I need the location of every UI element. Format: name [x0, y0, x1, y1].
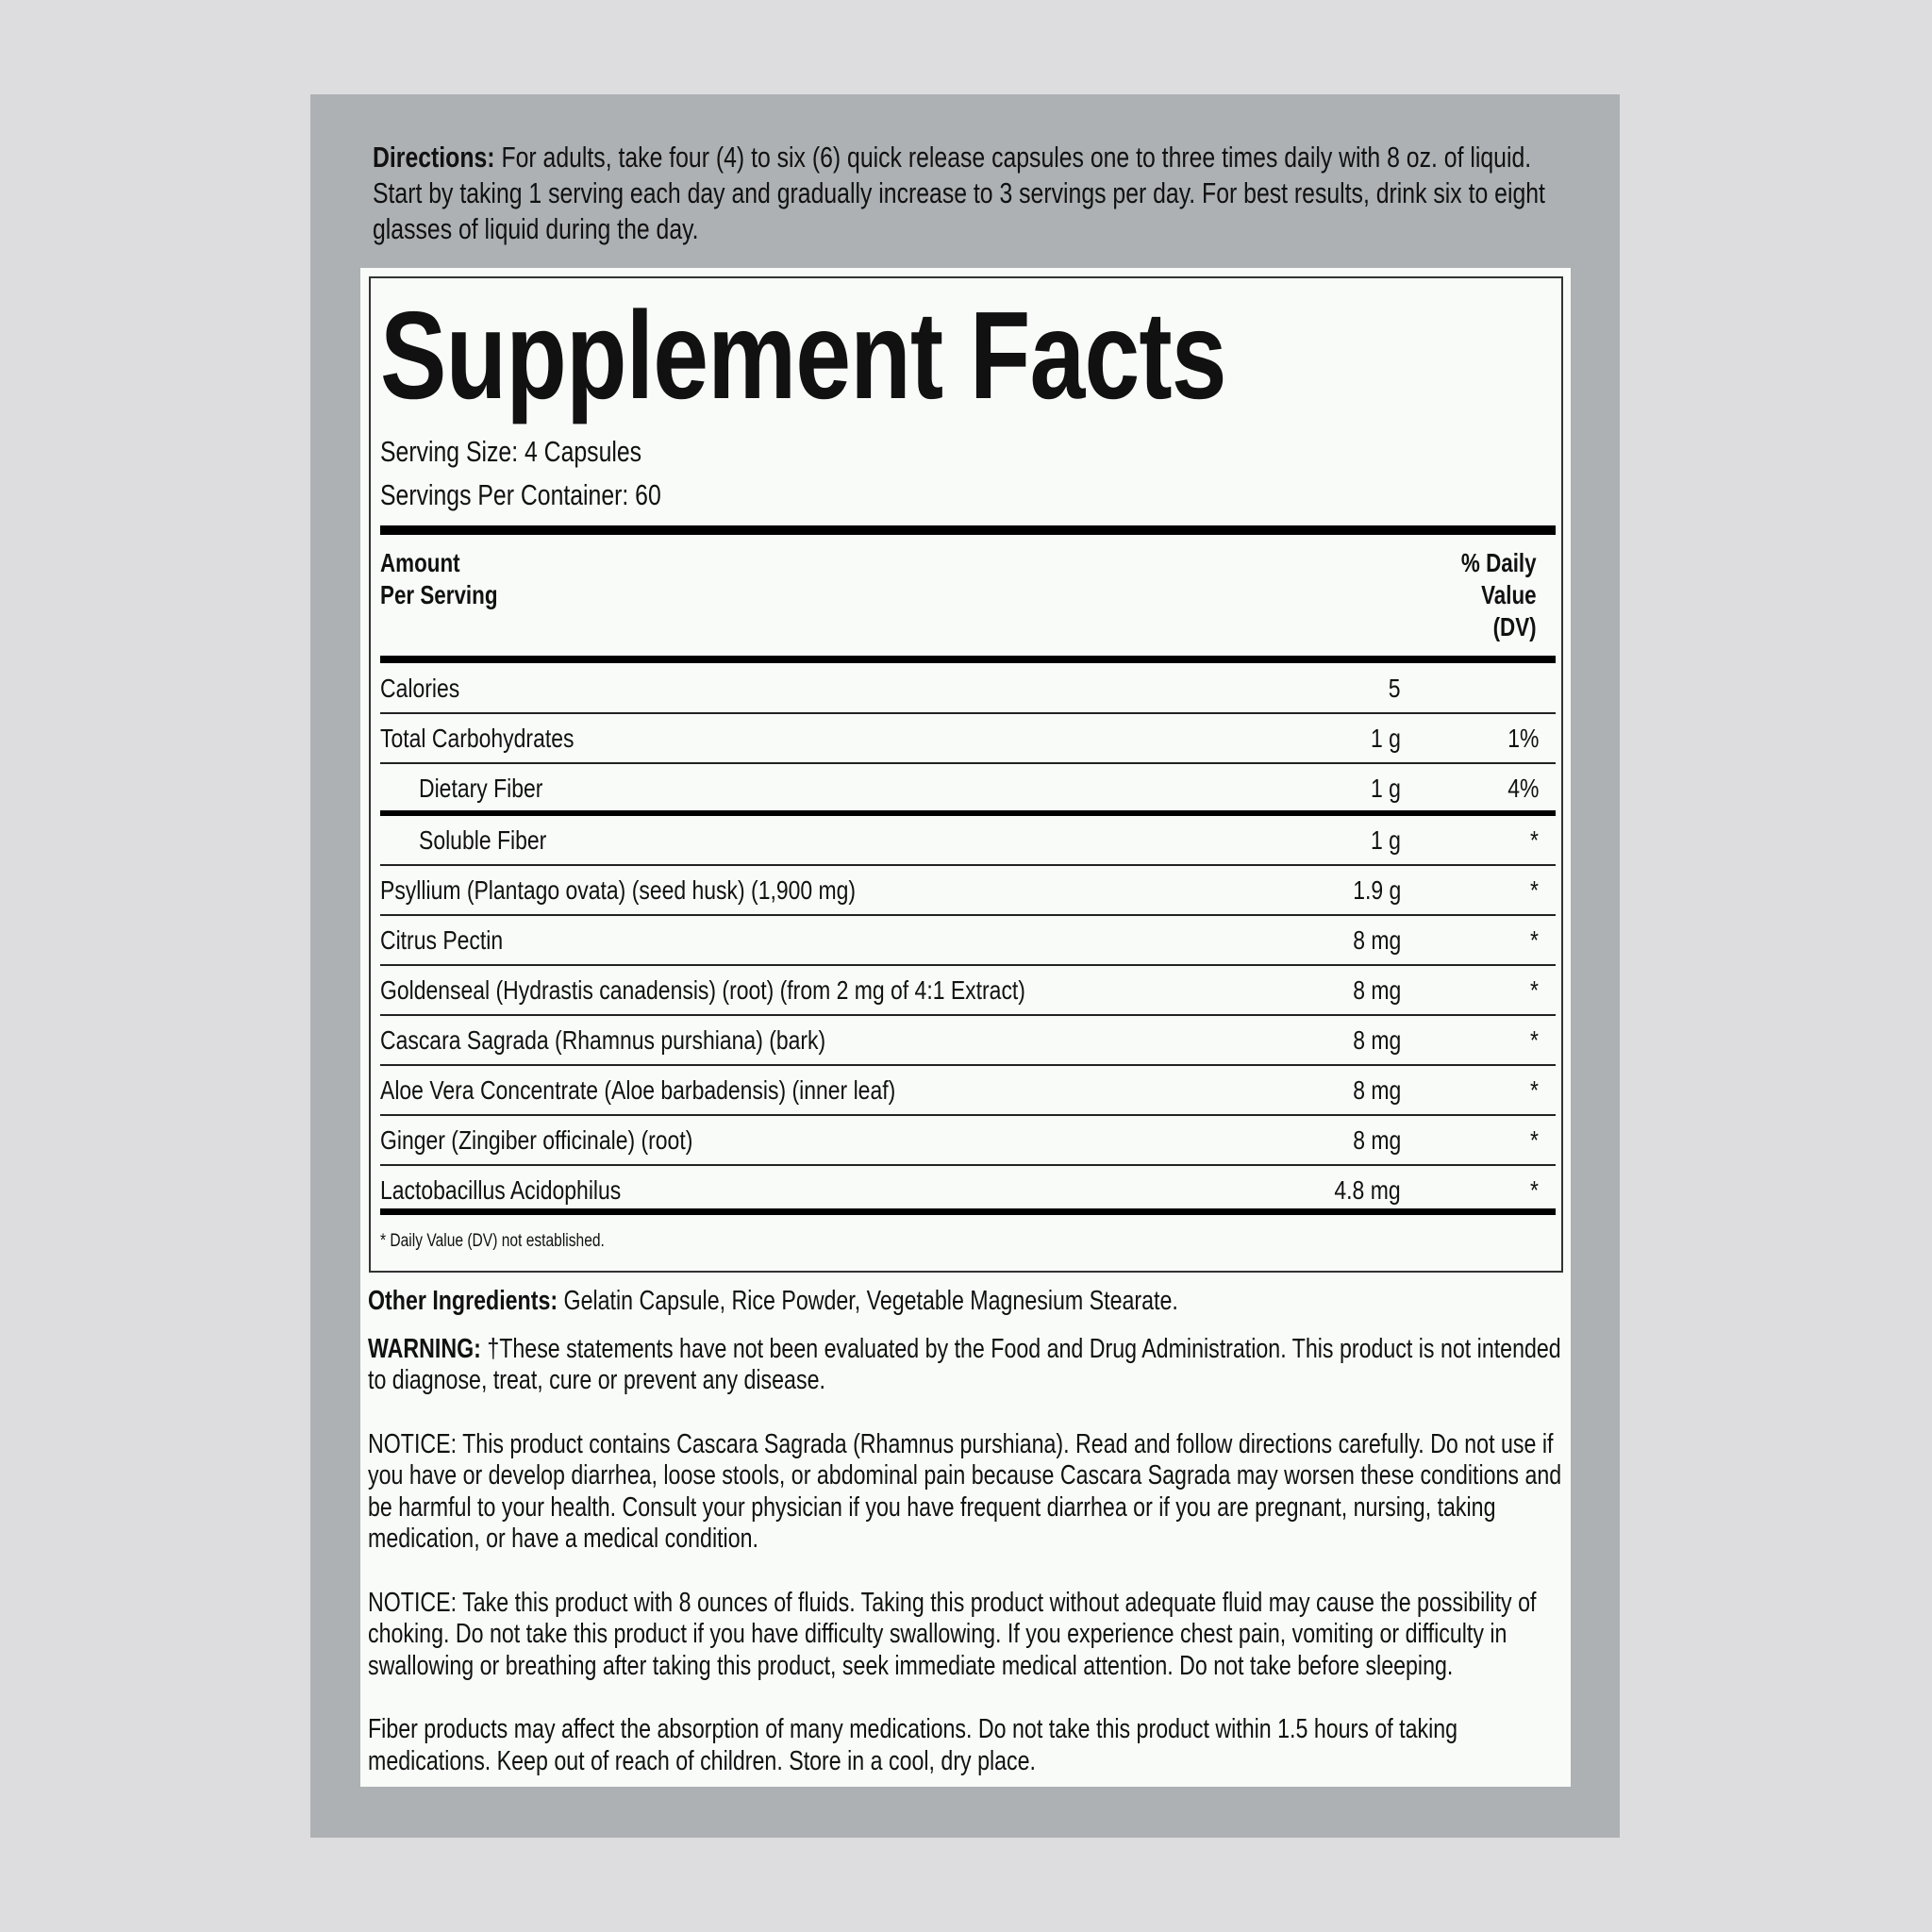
nutrient-name: Dietary Fiber: [419, 774, 543, 803]
nutrient-name: Soluble Fiber: [419, 825, 547, 855]
nutrient-row: Ginger (Zingiber officinale) (root) 8 mg *: [380, 1116, 1556, 1166]
warning-label: WARNING:: [368, 1333, 481, 1364]
nutrient-row: Psyllium (Plantago ovata) (seed husk) (1…: [380, 866, 1556, 916]
nutrient-amount: 8 mg: [1352, 925, 1401, 955]
nutrient-row: Soluble Fiber 1 g *: [380, 816, 1556, 866]
other-ingredients-label: Other Ingredients:: [368, 1286, 558, 1316]
nutrient-amount: 8 mg: [1352, 1125, 1401, 1155]
nutrient-row: Lactobacillus Acidophilus 4.8 mg *: [380, 1166, 1556, 1214]
footnote: * Daily Value (DV) not established.: [380, 1231, 605, 1251]
nutrient-amount: 1 g: [1371, 774, 1401, 803]
header-amount: Amount: [380, 548, 460, 577]
label-white-area: [360, 268, 1571, 1787]
nutrient-rows: Calories 5 Total Carbohydrates 1 g 1% Dietary…: [380, 664, 1556, 1214]
servings-per-container: Servings Per Container: 60: [380, 478, 661, 511]
nutrient-name: Citrus Pectin: [380, 925, 504, 955]
nutrient-name: Total Carbohydrates: [380, 724, 575, 753]
divider-thick: [380, 525, 1556, 535]
nutrient-name: Calories: [380, 674, 460, 703]
directions-text: For adults, take four (4) to six (6) qui…: [373, 141, 1545, 245]
nutrient-amount: 1 g: [1371, 825, 1401, 855]
nutrient-row: Calories 5: [380, 664, 1556, 714]
directions: Directions: For adults, take four (4) to…: [373, 140, 1550, 247]
nutrient-amount: 8 mg: [1352, 1075, 1401, 1105]
header-per-serving: Per Serving: [380, 580, 498, 609]
nutrient-row: Aloe Vera Concentrate (Aloe barbadensis)…: [380, 1066, 1556, 1116]
amount-per-serving-header: Amount Per Serving: [380, 547, 498, 611]
divider-thick: [380, 1208, 1556, 1215]
nutrient-amount: 4.8 mg: [1334, 1175, 1401, 1205]
nutrient-name: Goldenseal (Hydrastis canadensis) (root)…: [380, 975, 1025, 1005]
other-ingredients-text: Gelatin Capsule, Rice Powder, Vegetable …: [563, 1286, 1178, 1316]
nutrient-row: Cascara Sagrada (Rhamnus purshiana) (bar…: [380, 1016, 1556, 1066]
nutrient-daily-value: *: [1530, 1175, 1539, 1205]
nutrient-row: Dietary Fiber 1 g 4%: [380, 764, 1556, 816]
header-value: Value: [1481, 580, 1537, 609]
nutrient-row: Goldenseal (Hydrastis canadensis) (root)…: [380, 966, 1556, 1016]
header-daily: % Daily: [1461, 548, 1537, 577]
nutrient-daily-value: *: [1530, 1125, 1539, 1155]
nutrient-daily-value: *: [1530, 1075, 1539, 1105]
nutrient-row: Total Carbohydrates 1 g 1%: [380, 714, 1556, 764]
warning: WARNING: †These statements have not been…: [368, 1334, 1568, 1397]
nutrient-daily-value: *: [1530, 975, 1539, 1005]
nutrient-amount: 5: [1389, 674, 1401, 703]
nutrient-row: Citrus Pectin 8 mg *: [380, 916, 1556, 966]
other-ingredients: Other Ingredients: Gelatin Capsule, Rice…: [368, 1286, 1568, 1318]
nutrient-name: Cascara Sagrada (Rhamnus purshiana) (bar…: [380, 1025, 826, 1055]
nutrient-name: Lactobacillus Acidophilus: [380, 1175, 622, 1205]
nutrient-amount: 1 g: [1371, 724, 1401, 753]
header-dv: (DV): [1492, 612, 1537, 641]
nutrient-daily-value: 1%: [1507, 724, 1539, 753]
warning-text: †These statements have not been evaluate…: [368, 1333, 1561, 1396]
facts-title: Supplement Facts: [380, 286, 1227, 425]
nutrient-name: Psyllium (Plantago ovata) (seed husk) (1…: [380, 875, 857, 905]
nutrient-daily-value: 4%: [1507, 774, 1539, 803]
nutrient-amount: 1.9 g: [1352, 875, 1401, 905]
nutrient-daily-value: *: [1530, 1025, 1539, 1055]
nutrient-daily-value: *: [1530, 825, 1539, 855]
daily-value-header: % Daily Value (DV): [1461, 547, 1537, 643]
nutrient-daily-value: *: [1530, 925, 1539, 955]
nutrient-amount: 8 mg: [1352, 975, 1401, 1005]
fiber-note: Fiber products may affect the absorption…: [368, 1714, 1458, 1776]
nutrient-amount: 8 mg: [1352, 1025, 1401, 1055]
nutrient-name: Aloe Vera Concentrate (Aloe barbadensis)…: [380, 1075, 896, 1105]
divider-thick: [380, 656, 1556, 663]
notice-cascara: NOTICE: This product contains Cascara Sa…: [368, 1428, 1562, 1555]
serving-size: Serving Size: 4 Capsules: [380, 435, 642, 468]
supplement-facts-box: Supplement Facts Serving Size: 4 Capsule…: [369, 276, 1563, 1273]
nutrient-daily-value: *: [1530, 875, 1539, 905]
notice-fluids: NOTICE: Take this product with 8 ounces …: [368, 1587, 1537, 1681]
nutrient-name: Ginger (Zingiber officinale) (root): [380, 1125, 693, 1155]
directions-label: Directions:: [373, 141, 495, 174]
label-notes: Other Ingredients: Gelatin Capsule, Rice…: [368, 1286, 1568, 1793]
